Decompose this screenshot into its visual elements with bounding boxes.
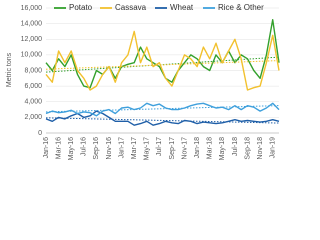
- x-tick-label: May-17: [144, 137, 151, 160]
- y-tick-label: 10,000: [21, 52, 43, 59]
- y-tick-label: 4,000: [24, 99, 42, 106]
- x-tick-label: Sep-18: [244, 137, 251, 160]
- y-axis-label: Metric tons: [6, 52, 13, 87]
- x-tick-label: May-16: [68, 137, 75, 160]
- x-tick-label: Mar-17: [131, 137, 138, 159]
- y-tick-label: 12,000: [21, 36, 43, 43]
- series-line: [45, 19, 280, 89]
- y-tick-label: 0: [38, 130, 42, 137]
- x-tick-label: Jul-17: [156, 137, 163, 156]
- x-tick-label: Sep-16: [93, 137, 100, 160]
- y-tick-label: 8,000: [24, 67, 42, 74]
- x-tick-label: Nov-18: [257, 137, 264, 160]
- x-tick-label: May-18: [219, 137, 226, 160]
- y-tick-label: 14,000: [21, 20, 43, 27]
- legend-label: Rice & Other: [218, 3, 264, 12]
- x-tick-label: Jul-16: [81, 137, 88, 156]
- legend-item: Wheat: [155, 3, 194, 12]
- legend: Potato Cassava Wheat Rice & Other: [54, 3, 264, 12]
- legend-label: Potato: [69, 3, 93, 12]
- x-tick-label: Mar-18: [207, 137, 214, 159]
- x-tick-label: Mar-16: [55, 137, 62, 159]
- y-tick-label: 6,000: [24, 83, 42, 90]
- y-tick-label: 2,000: [24, 114, 42, 121]
- x-tick-label: Jul-18: [232, 137, 239, 156]
- x-tick-label: Jan-16: [43, 137, 50, 159]
- series-line: [45, 110, 280, 126]
- legend-item: Cassava: [100, 3, 147, 12]
- y-tick-label: 16,000: [21, 5, 43, 12]
- x-tick-label: Jan-18: [194, 137, 201, 159]
- legend-item: Potato: [54, 3, 93, 12]
- legend-label: Cassava: [115, 3, 147, 12]
- legend-label: Wheat: [170, 3, 194, 12]
- legend-item: Rice & Other: [203, 3, 264, 12]
- x-tick-label: Nov-17: [181, 137, 188, 160]
- trendline: [45, 60, 280, 70]
- x-tick-label: Nov-16: [106, 137, 113, 160]
- chart: Metric tons 0 2,000 4,000 6,000 8,000 10,000 1…: [6, 3, 280, 160]
- x-tick-label: Jan-17: [118, 137, 125, 159]
- series-line: [45, 102, 280, 117]
- series-line: [45, 30, 280, 91]
- x-tick-label: Sep-17: [169, 137, 176, 160]
- x-tick-label: Jan-19: [270, 137, 277, 159]
